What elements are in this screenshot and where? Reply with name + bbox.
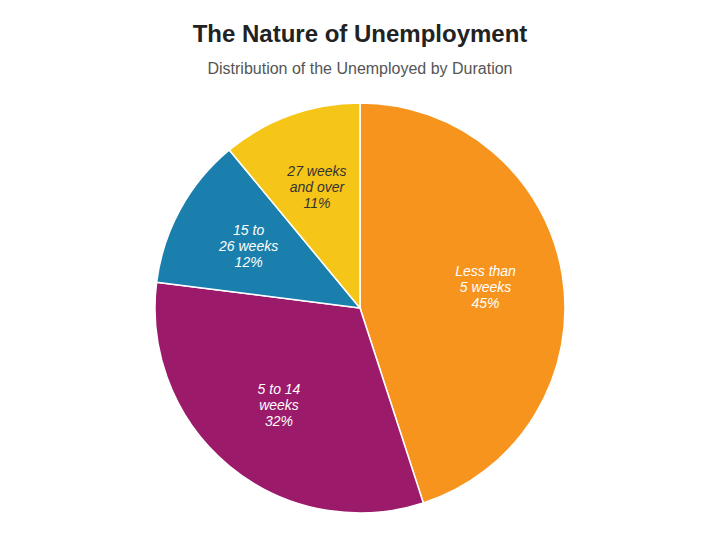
data-label-line: 15 to <box>233 221 264 237</box>
title: The Nature of Unemployment <box>193 20 528 47</box>
data-label: 27 weeksand over11% <box>286 163 346 211</box>
pie-labels: Less than5 weeks45%5 to 14weeks32%15 to2… <box>218 163 516 429</box>
data-label-line: 5 to 14 <box>258 381 301 397</box>
data-label-line: 11% <box>303 195 330 211</box>
data-label: 15 to26 weeks12% <box>218 221 278 269</box>
data-label-line: 5 weeks <box>460 279 511 295</box>
data-label-line: 27 weeks <box>286 163 346 179</box>
data-label: 5 to 14weeks32% <box>258 381 301 429</box>
data-label-line: 45% <box>472 295 500 311</box>
data-label-line: Less than <box>455 263 516 279</box>
pie-slices <box>155 103 565 513</box>
data-label-line: 32% <box>265 413 293 429</box>
data-label-line: and over <box>290 179 346 195</box>
subtitle: Distribution of the Unemployed by Durati… <box>207 60 512 77</box>
data-label-line: weeks <box>259 397 299 413</box>
data-label-line: 12% <box>235 253 263 269</box>
data-label-line: 26 weeks <box>218 237 278 253</box>
chart-svg: The Nature of Unemployment Distribution o… <box>0 0 720 540</box>
pie-slice <box>229 103 360 308</box>
pie-slice <box>155 282 423 513</box>
data-label: Less than5 weeks45% <box>455 263 516 311</box>
chart-container: The Nature of Unemployment Distribution o… <box>0 0 720 540</box>
